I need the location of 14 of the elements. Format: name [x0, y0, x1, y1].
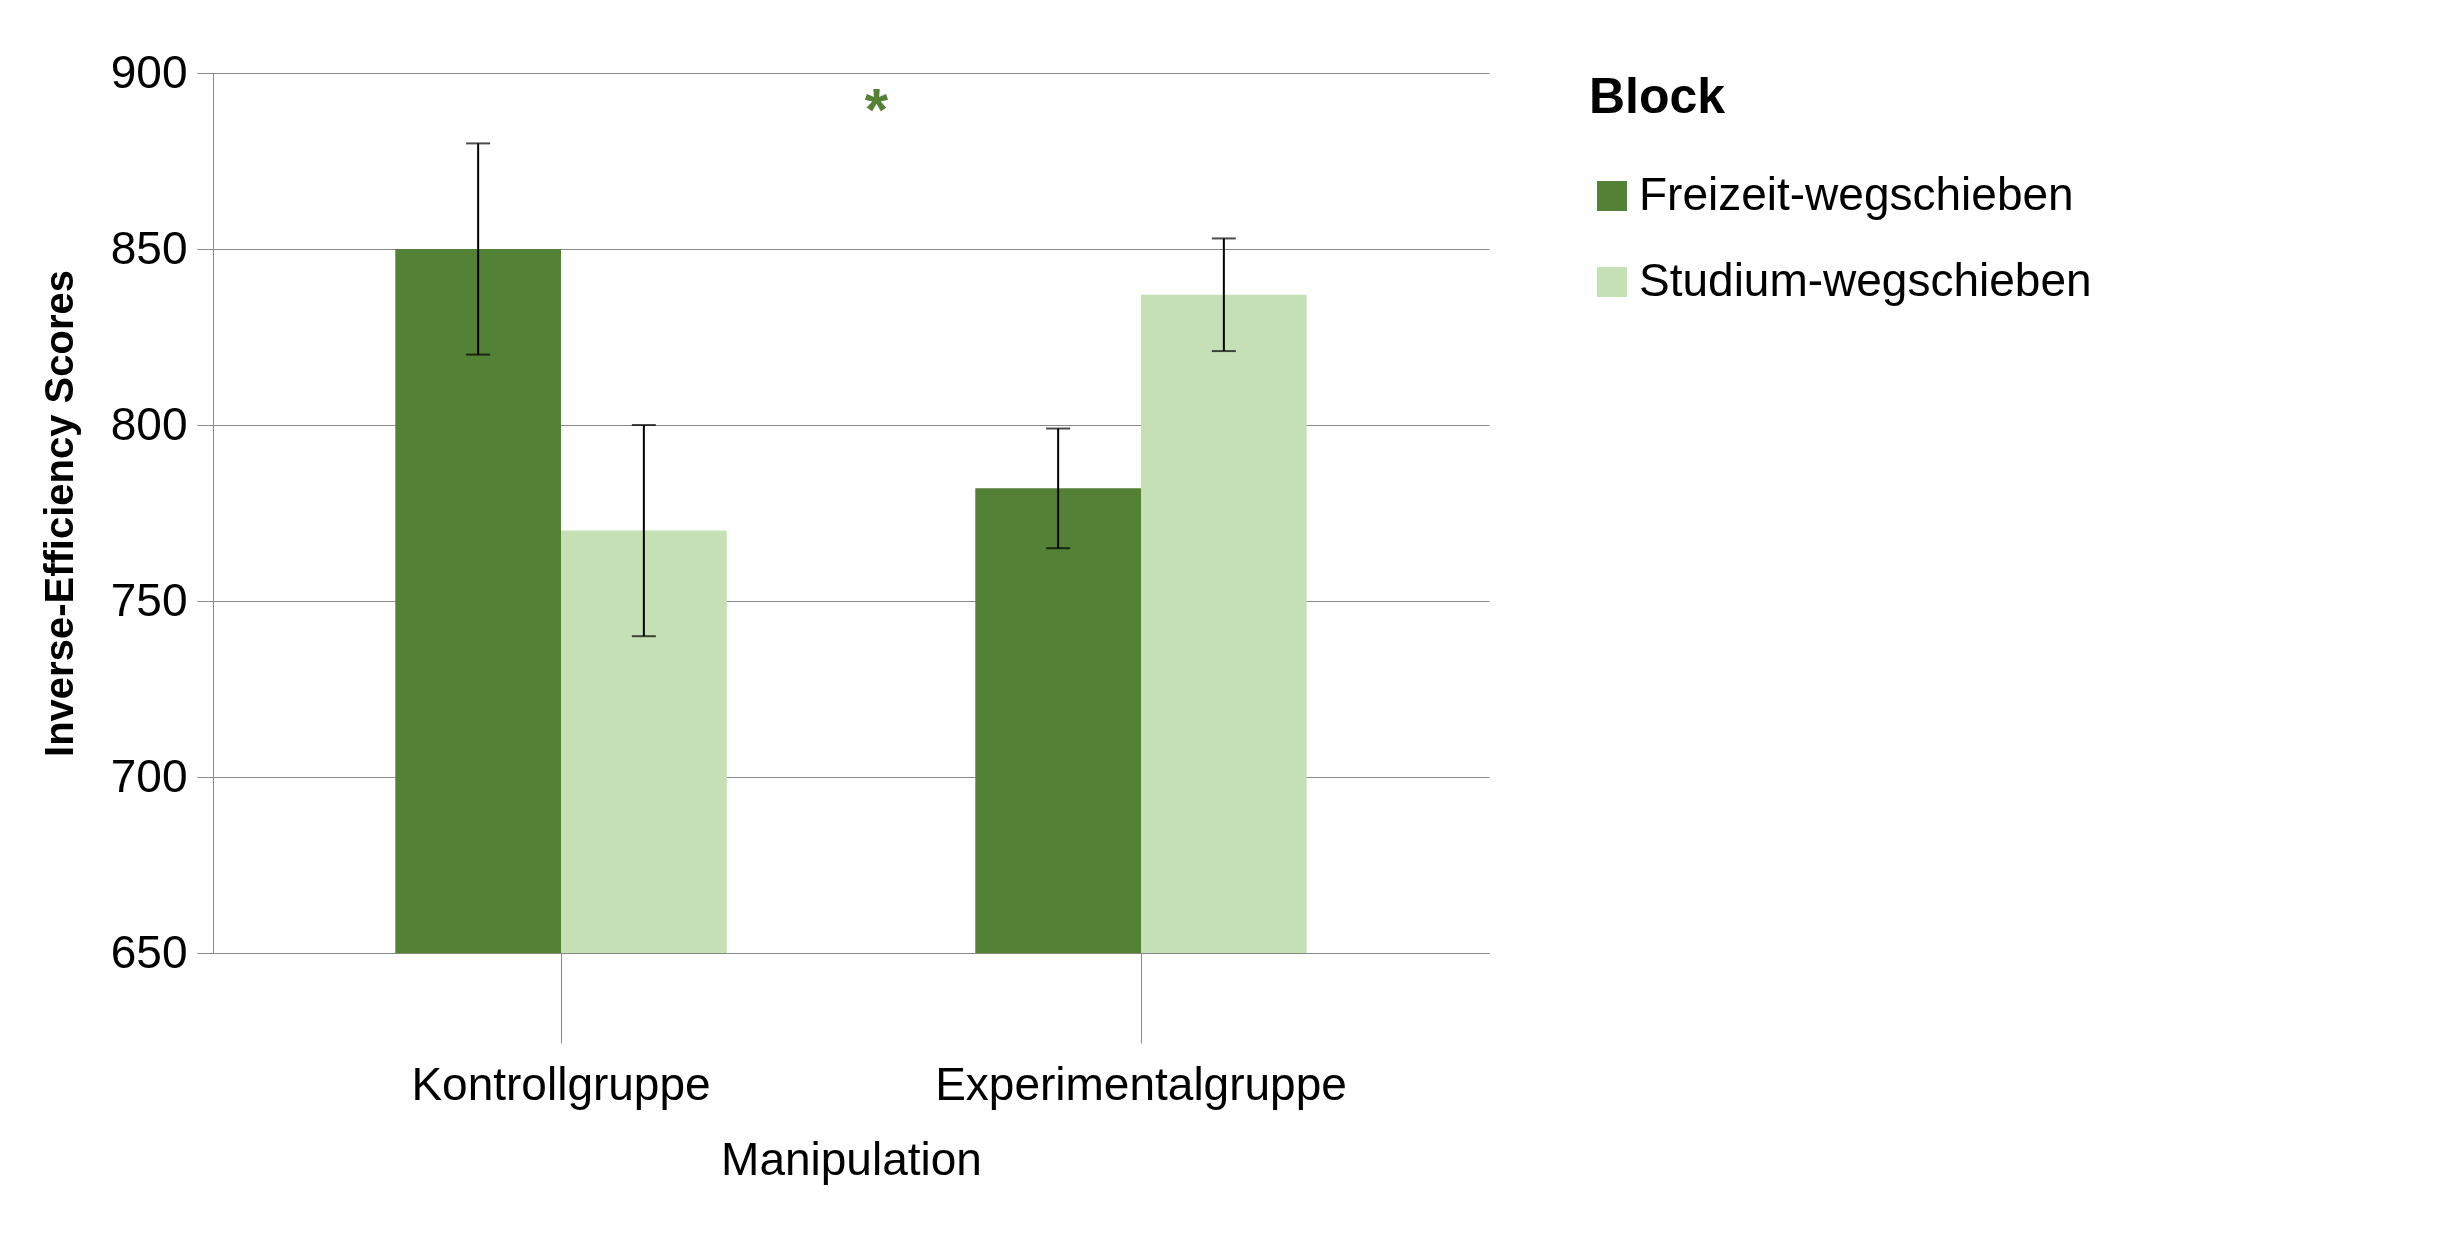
y-tick-label: 650 [110, 925, 188, 978]
y-tick-label: 850 [110, 221, 188, 274]
x-tick-label: Kontrollgruppe [411, 1057, 711, 1110]
y-tick-label: 700 [110, 749, 188, 802]
y-tick-label: 900 [110, 45, 188, 98]
legend-label: Freizeit-wegschieben [1639, 168, 2074, 220]
y-axis-title: Inverse-Efficiency Scores [36, 270, 81, 757]
y-tick-label: 750 [110, 573, 188, 626]
y-tick-label: 800 [110, 397, 188, 450]
legend-label: Studium-wegschieben [1639, 254, 2092, 306]
x-axis-title: Manipulation [721, 1132, 982, 1185]
annotation: * [864, 76, 889, 143]
legend-title: Block [1589, 68, 1726, 124]
x-tick-label: Experimentalgruppe [935, 1057, 1347, 1110]
